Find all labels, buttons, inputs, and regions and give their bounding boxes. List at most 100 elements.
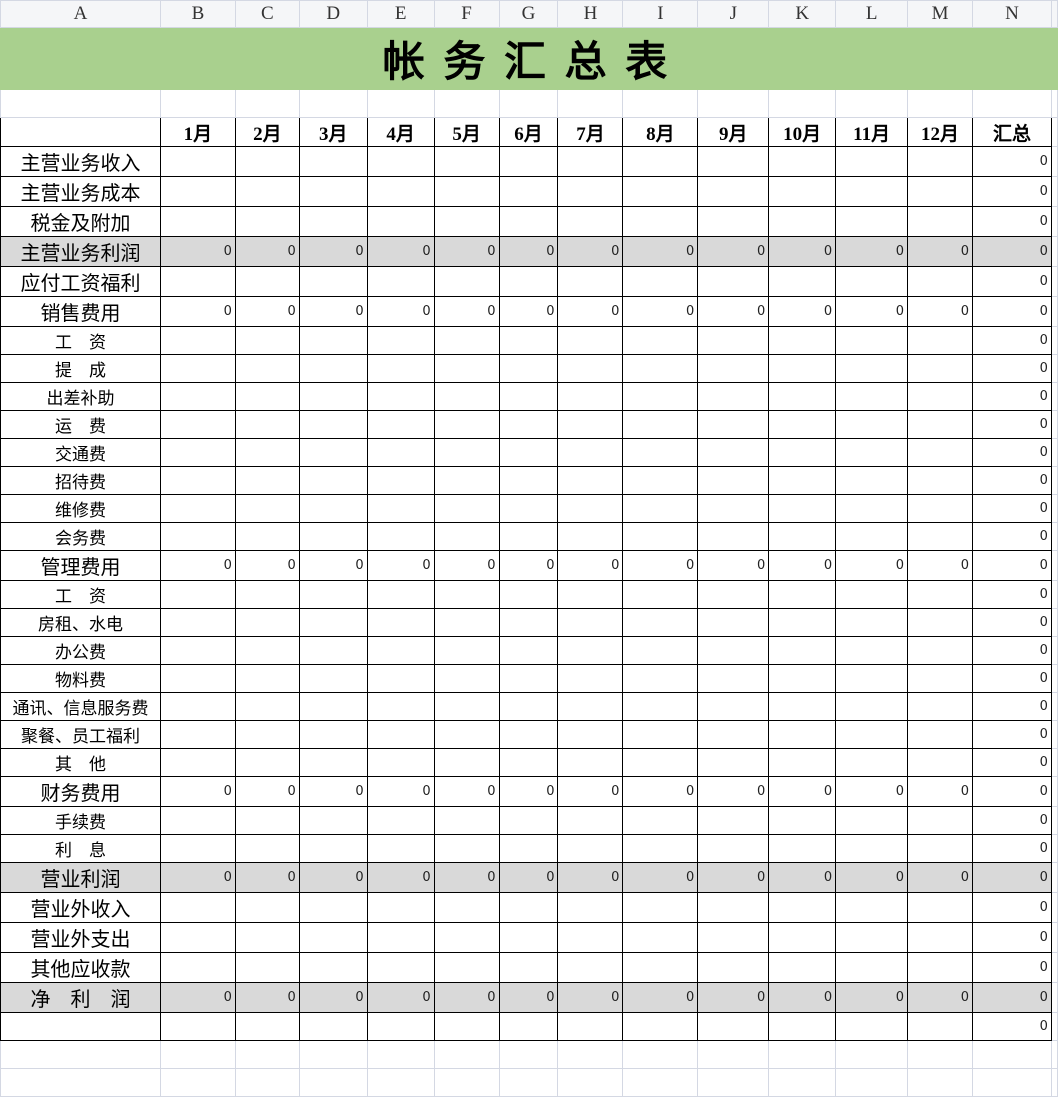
value-cell[interactable]: 0: [498, 296, 559, 327]
value-cell[interactable]: [298, 952, 368, 983]
cell[interactable]: [159, 89, 236, 118]
value-cell[interactable]: [366, 636, 435, 665]
value-cell[interactable]: [159, 410, 236, 439]
value-cell[interactable]: [366, 206, 435, 237]
value-cell[interactable]: [907, 580, 974, 609]
value-cell[interactable]: [697, 952, 770, 983]
value-cell[interactable]: [622, 834, 699, 863]
value-cell[interactable]: [366, 952, 435, 983]
value-cell[interactable]: [835, 354, 909, 383]
value-cell[interactable]: [159, 922, 236, 953]
total-cell[interactable]: 0: [972, 522, 1052, 551]
value-cell[interactable]: [907, 892, 974, 923]
cell[interactable]: [0, 1068, 161, 1097]
month-header-cell[interactable]: 7月: [557, 117, 624, 147]
value-cell[interactable]: [622, 748, 699, 777]
value-cell[interactable]: [366, 522, 435, 551]
value-cell[interactable]: [234, 326, 300, 355]
cell[interactable]: [768, 1040, 837, 1069]
cell[interactable]: [697, 89, 770, 118]
value-cell[interactable]: [234, 494, 300, 523]
value-cell[interactable]: [557, 806, 624, 835]
value-cell[interactable]: [768, 354, 837, 383]
value-cell[interactable]: [622, 580, 699, 609]
value-cell[interactable]: [159, 636, 236, 665]
value-cell[interactable]: [433, 354, 500, 383]
value-cell[interactable]: [159, 1012, 236, 1041]
value-cell[interactable]: [498, 522, 559, 551]
cell[interactable]: [972, 1068, 1052, 1097]
value-cell[interactable]: [234, 636, 300, 665]
value-cell[interactable]: [433, 692, 500, 721]
value-cell[interactable]: [159, 176, 236, 207]
row-label[interactable]: 聚餐、员工福利: [0, 720, 161, 749]
value-cell[interactable]: [907, 720, 974, 749]
value-cell[interactable]: [557, 892, 624, 923]
total-cell[interactable]: 0: [972, 692, 1052, 721]
value-cell[interactable]: [697, 580, 770, 609]
value-cell[interactable]: 0: [298, 550, 368, 581]
value-cell[interactable]: [298, 636, 368, 665]
month-header-cell[interactable]: 8月: [622, 117, 699, 147]
value-cell[interactable]: [234, 834, 300, 863]
value-cell[interactable]: [557, 1012, 624, 1041]
total-cell[interactable]: 0: [972, 146, 1052, 177]
value-cell[interactable]: 0: [697, 296, 770, 327]
value-cell[interactable]: [557, 438, 624, 467]
cell[interactable]: [835, 89, 909, 118]
total-cell[interactable]: 0: [972, 206, 1052, 237]
value-cell[interactable]: [366, 438, 435, 467]
column-header-h[interactable]: H: [557, 0, 624, 28]
value-cell[interactable]: [366, 354, 435, 383]
cell[interactable]: [0, 89, 161, 118]
row-label[interactable]: 招待费: [0, 466, 161, 495]
value-cell[interactable]: [159, 438, 236, 467]
value-cell[interactable]: [298, 834, 368, 863]
value-cell[interactable]: [433, 608, 500, 637]
column-header-c[interactable]: C: [234, 0, 300, 28]
value-cell[interactable]: [298, 354, 368, 383]
cell[interactable]: [498, 89, 559, 118]
value-cell[interactable]: 0: [557, 862, 624, 893]
row-label[interactable]: 交通费: [0, 438, 161, 467]
cell[interactable]: [366, 1068, 435, 1097]
cell[interactable]: [0, 1040, 161, 1069]
row-label[interactable]: 财务费用: [0, 776, 161, 807]
value-cell[interactable]: 0: [622, 862, 699, 893]
value-cell[interactable]: 0: [159, 236, 236, 267]
value-cell[interactable]: [557, 834, 624, 863]
value-cell[interactable]: [697, 146, 770, 177]
value-cell[interactable]: [433, 1012, 500, 1041]
column-header-n[interactable]: N: [972, 0, 1052, 28]
value-cell[interactable]: [557, 748, 624, 777]
column-header-e[interactable]: E: [366, 0, 435, 28]
month-header-cell[interactable]: 2月: [234, 117, 300, 147]
value-cell[interactable]: [697, 522, 770, 551]
value-cell[interactable]: [697, 382, 770, 411]
value-cell[interactable]: 0: [557, 550, 624, 581]
value-cell[interactable]: 0: [433, 236, 500, 267]
value-cell[interactable]: 0: [697, 550, 770, 581]
value-cell[interactable]: [234, 354, 300, 383]
value-cell[interactable]: [697, 834, 770, 863]
value-cell[interactable]: 0: [159, 862, 236, 893]
total-cell[interactable]: 0: [972, 892, 1052, 923]
value-cell[interactable]: [907, 522, 974, 551]
value-cell[interactable]: [835, 720, 909, 749]
value-cell[interactable]: [622, 664, 699, 693]
value-cell[interactable]: [835, 608, 909, 637]
value-cell[interactable]: 0: [622, 550, 699, 581]
value-cell[interactable]: [907, 438, 974, 467]
value-cell[interactable]: [557, 494, 624, 523]
value-cell[interactable]: [366, 720, 435, 749]
cell[interactable]: [622, 1040, 699, 1069]
total-cell[interactable]: 0: [972, 636, 1052, 665]
row-label[interactable]: 净 利 润: [0, 982, 161, 1013]
column-header-f[interactable]: F: [433, 0, 500, 28]
row-label[interactable]: 营业外支出: [0, 922, 161, 953]
value-cell[interactable]: [835, 382, 909, 411]
value-cell[interactable]: [835, 748, 909, 777]
value-cell[interactable]: [234, 692, 300, 721]
cell[interactable]: [498, 1040, 559, 1069]
value-cell[interactable]: [159, 206, 236, 237]
